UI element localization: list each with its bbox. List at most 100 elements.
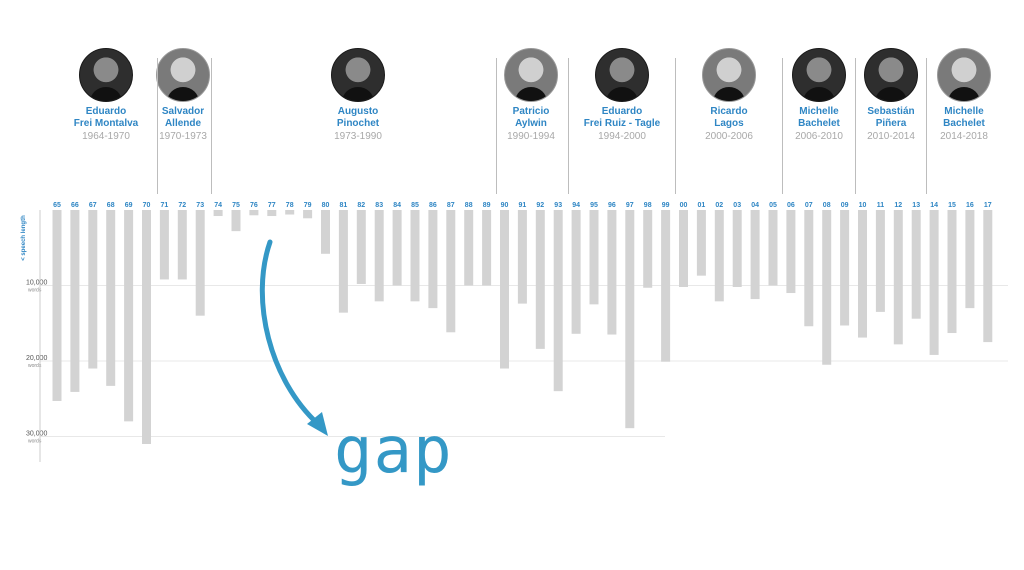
bar-89 [482,210,492,286]
x-tick-label: 89 [483,202,491,209]
president-pinera: Sebastián Piñera 2010-2014 [831,48,951,143]
president-pinochet: Augusto Pinochet 1973-1990 [298,48,418,143]
x-tick-label: 67 [89,202,97,209]
bar-85 [410,210,420,302]
x-tick-label: 71 [161,202,169,209]
president-term-years: 2006-2010 [795,131,843,142]
bar-96 [607,210,617,335]
bar-92 [535,210,545,349]
president-first-name: Eduardo [601,106,643,117]
president-first-name: Augusto [337,106,379,117]
bar-09 [840,210,850,326]
bar-04 [750,210,760,300]
y-tick-unit: words [28,287,42,293]
president-first-name: Salvador [161,106,205,117]
president-term-years: 1973-1990 [334,131,382,142]
bars-layer [52,210,993,444]
bar-75 [231,210,241,232]
bar-98 [643,210,653,288]
x-tick-label: 94 [572,202,580,209]
x-tick-label: 06 [787,202,795,209]
bar-00 [679,210,688,287]
president-first-name: Sebastián [867,106,915,117]
bar-73 [195,210,205,316]
portrait-icon [504,48,558,102]
portrait-icon [595,48,649,102]
x-tick-label: 68 [107,202,115,209]
x-tick-label: 85 [411,202,419,209]
bar-86 [428,210,438,309]
bar-87 [446,210,456,333]
bar-03 [732,210,742,287]
president-term-years: 2010-2014 [867,131,915,142]
x-tick-label: 04 [751,202,759,209]
x-tick-label: 95 [590,202,598,209]
portrait-icon [79,48,133,102]
bar-14 [929,210,939,355]
x-tick-label: 80 [322,202,330,209]
x-tick-label: 88 [465,202,473,209]
labels-layer: 65 66 67 68 69 70 71 72 73 74 75 76 77 78 79 80 81 82 83 84… [53,202,992,209]
y-tick-unit: words [28,363,42,369]
x-tick-label: 90 [501,202,509,209]
x-tick-label: 10 [859,202,867,209]
bar-72 [177,210,187,280]
president-frei-ruiz-tagle: Eduardo Frei Ruiz - Tagle 1994-2000 [562,48,682,143]
president-bachelet-2: Michelle Bachelet 2014-2018 [904,48,1024,143]
term-divider [855,58,856,194]
president-last-name: Piñera [875,118,907,129]
president-last-name: Lagos [714,118,744,129]
president-first-name: Patricio [512,106,550,117]
portrait-icon [156,48,210,102]
president-last-name: Frei Ruiz - Tagle [583,118,661,129]
term-divider [496,58,497,194]
bar-67 [88,210,98,369]
president-first-name: Michelle [799,106,839,117]
bar-77 [267,210,277,217]
president-first-name: Eduardo [85,106,127,117]
bar-97 [625,210,635,429]
x-tick-label: 75 [232,202,240,209]
president-term-years: 1970-1973 [159,131,207,142]
term-divider [211,58,212,194]
x-tick-label: 73 [196,202,204,209]
x-tick-label: 14 [930,202,938,209]
president-aylwin: Patricio Aylwin 1990-1994 [471,48,591,143]
x-tick-label: 00 [680,202,688,209]
x-tick-label: 66 [71,202,79,209]
bar-83 [374,210,384,302]
x-tick-label: 83 [375,202,383,209]
bar-76 [249,210,259,216]
x-tick-label: 79 [304,202,312,209]
x-tick-label: 09 [841,202,849,209]
president-first-name: Ricardo [710,106,748,117]
president-first-name: Michelle [944,106,984,117]
bar-05 [768,210,778,286]
term-divider [157,58,158,194]
x-tick-label: 78 [286,202,294,209]
x-tick-label: 13 [912,202,920,209]
president-last-name: Aylwin [515,118,547,129]
term-divider [568,58,569,194]
president-term-years: 2000-2006 [705,131,753,142]
x-tick-label: 92 [536,202,544,209]
president-last-name: Allende [164,118,202,129]
term-divider [675,58,676,194]
bar-65 [52,210,62,401]
gap-arrow-icon [259,239,321,427]
bar-01 [696,210,706,276]
x-tick-label: 72 [178,202,186,209]
bar-90 [500,210,509,369]
gap-annotation: gap [334,414,453,488]
bar-70 [142,210,151,444]
portrait-icon [331,48,385,102]
bar-74 [213,210,223,217]
x-tick-label: 82 [357,202,365,209]
bar-17 [983,210,993,343]
x-tick-label: 01 [698,202,706,209]
portrait-icon [792,48,846,102]
portrait-icon [702,48,756,102]
x-tick-label: 87 [447,202,455,209]
